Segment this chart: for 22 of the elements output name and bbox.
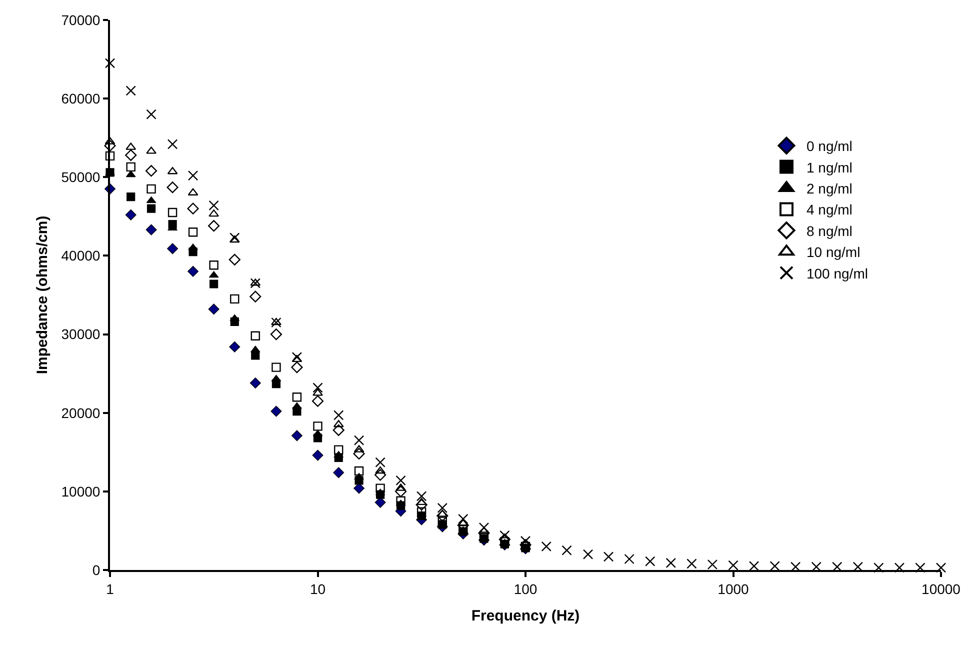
x-axis-title: Frequency (Hz) bbox=[471, 607, 580, 624]
y-tick-label: 0 bbox=[92, 562, 100, 578]
x-tick-label: 100 bbox=[514, 580, 538, 597]
legend-label: 1 ng/ml bbox=[806, 159, 852, 176]
y-axis-title: Impedance (ohms/cm) bbox=[34, 216, 52, 374]
legend-label: 10 ng/ml bbox=[806, 244, 860, 260]
y-tick-label: 10000 bbox=[61, 483, 100, 500]
x-tick-label: 1000 bbox=[718, 580, 750, 597]
legend-label: 8 ng/ml bbox=[806, 222, 852, 239]
x-tick-label: 1 bbox=[106, 580, 114, 597]
y-tick-label: 50000 bbox=[61, 169, 100, 186]
x-tick-label: 10000 bbox=[922, 580, 961, 597]
y-tick-label: 60000 bbox=[61, 90, 100, 106]
y-tick-label: 30000 bbox=[61, 326, 100, 342]
legend-label: 4 ng/ml bbox=[806, 202, 852, 218]
legend-label: 2 ng/ml bbox=[806, 180, 852, 196]
legend-label: 100 ng/ml bbox=[806, 265, 868, 282]
y-tick-label: 20000 bbox=[61, 404, 100, 421]
legend-label: 0 ng/ml bbox=[806, 138, 852, 154]
y-tick-label: 40000 bbox=[61, 248, 100, 264]
y-tick-label: 70000 bbox=[61, 12, 100, 28]
x-tick-label: 10 bbox=[310, 580, 326, 597]
